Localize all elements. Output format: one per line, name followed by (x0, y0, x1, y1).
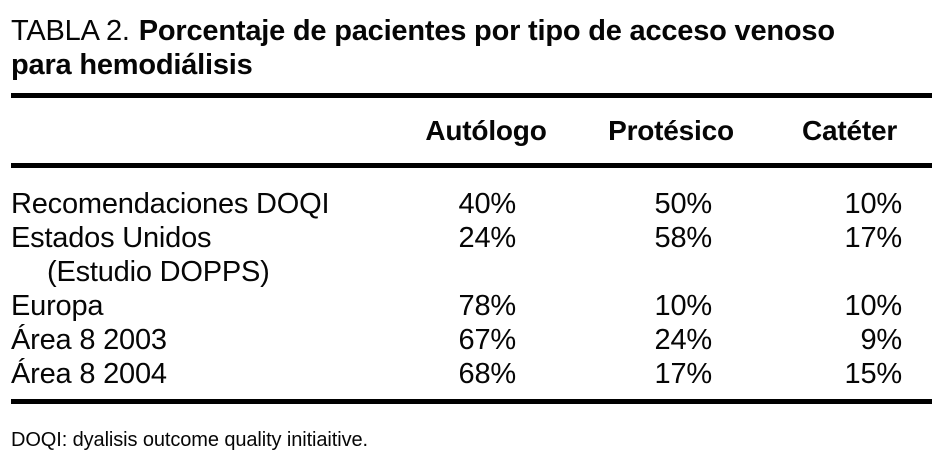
cell-protesico: 17% (654, 358, 713, 390)
cell-autologo: 24% (458, 222, 517, 254)
column-header-autologo: Autólogo (425, 114, 547, 146)
cell-cateter: 9% (860, 324, 902, 356)
row-label: Europa (11, 290, 104, 322)
table-title-line2: para hemodiálisis (11, 49, 253, 81)
table-row: Área 8 2004 68% 17% 15% (11, 357, 932, 391)
table-body: Recomendaciones DOQI 40% 50% 10% Estados… (11, 187, 932, 391)
row-label: Estados Unidos (Estudio DOPPS) (11, 221, 411, 289)
cell-autologo: 40% (458, 188, 517, 220)
cell-protesico: 24% (654, 324, 713, 356)
row-label: Recomendaciones DOQI (11, 188, 330, 220)
row-label: Área 8 2003 (11, 324, 167, 356)
column-header-cateter: Catéter (801, 114, 898, 146)
cell-cateter: 10% (844, 188, 903, 220)
cell-autologo: 78% (458, 290, 517, 322)
table-title: TABLA 2. Porcentaje de pacientes por tipo… (11, 14, 932, 82)
table-number-label: TABLA 2. (11, 15, 130, 47)
row-label-line2: (Estudio DOPPS) (47, 256, 270, 288)
column-header-protesico: Protésico (608, 114, 734, 146)
cell-protesico: 50% (654, 188, 713, 220)
table-title-line1: Porcentaje de pacientes por tipo de acce… (138, 15, 835, 47)
table-row: Estados Unidos (Estudio DOPPS) 24% 58% 1… (11, 221, 932, 289)
table-row: Europa 78% 10% 10% (11, 289, 932, 323)
cell-protesico: 10% (654, 290, 713, 322)
table-header-row: Autólogo Protésico Catéter (11, 98, 932, 163)
cell-autologo: 68% (458, 358, 517, 390)
cell-cateter: 15% (844, 358, 903, 390)
header-rule (11, 163, 932, 168)
row-label-line1: Estados Unidos (11, 222, 212, 254)
cell-cateter: 10% (844, 290, 903, 322)
table-footnote: DOQI: dyalisis outcome quality initiaiti… (11, 429, 368, 451)
top-rule (11, 93, 932, 98)
row-label: Área 8 2004 (11, 358, 167, 390)
table-figure: TABLA 2. Porcentaje de pacientes por tipo… (11, 14, 932, 451)
cell-protesico: 58% (654, 222, 713, 254)
table-row: Área 8 2003 67% 24% 9% (11, 323, 932, 357)
table-row: Recomendaciones DOQI 40% 50% 10% (11, 187, 932, 221)
bottom-rule (11, 399, 932, 404)
cell-cateter: 17% (844, 222, 903, 254)
cell-autologo: 67% (458, 324, 517, 356)
